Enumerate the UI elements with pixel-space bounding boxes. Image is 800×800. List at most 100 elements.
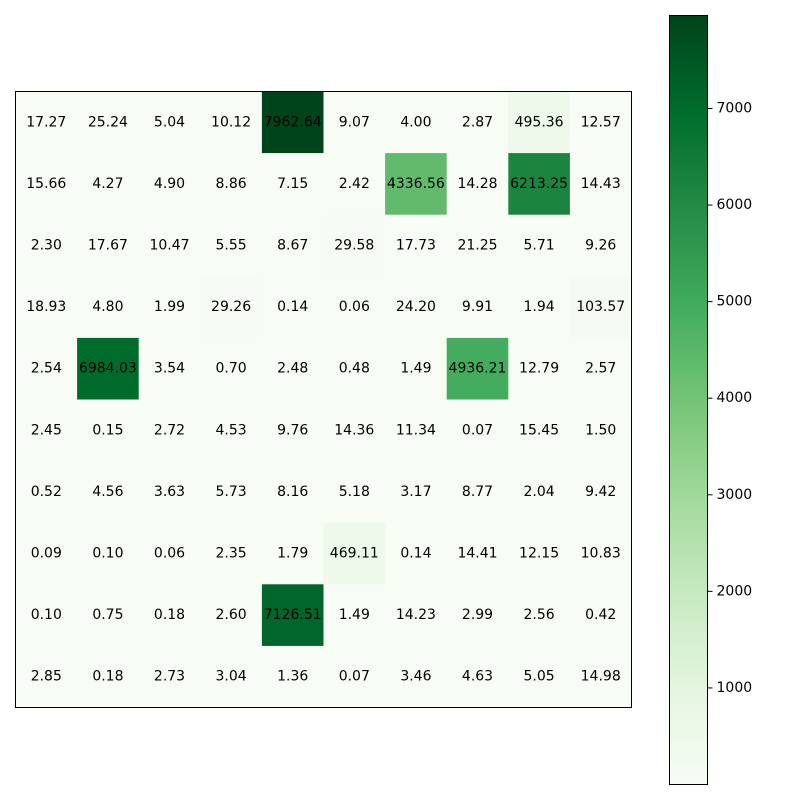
heatmap-cell bbox=[261, 91, 324, 154]
heatmap-cell bbox=[508, 584, 571, 647]
heatmap-cell bbox=[200, 399, 263, 462]
heatmap-cell bbox=[323, 214, 386, 277]
cell-value-label: 2.99 bbox=[462, 607, 493, 623]
heatmap-cell bbox=[508, 337, 571, 400]
cell-value-label: 495.36 bbox=[515, 114, 564, 130]
cell-value-label: 2.72 bbox=[154, 422, 185, 438]
heatmap-cell bbox=[77, 522, 139, 585]
heatmap-cell bbox=[261, 461, 324, 523]
cell-value-label: 0.06 bbox=[339, 299, 370, 315]
heatmap-cell bbox=[508, 214, 571, 277]
cell-value-label: 17.73 bbox=[396, 238, 436, 254]
cell-value-label: 7962.64 bbox=[264, 114, 322, 130]
cell-value-label: 1.94 bbox=[524, 299, 555, 315]
heatmap-cell bbox=[323, 584, 386, 647]
heatmap-cell bbox=[261, 337, 324, 400]
heatmap-cell bbox=[200, 461, 263, 523]
heatmap-cell bbox=[569, 337, 632, 400]
cell-value-label: 11.34 bbox=[396, 422, 436, 438]
cell-value-label: 1.36 bbox=[277, 669, 308, 685]
cell-value-label: 9.26 bbox=[585, 238, 616, 254]
heatmap-cell bbox=[200, 214, 263, 277]
cell-value-label: 2.35 bbox=[216, 546, 247, 562]
cell-value-label: 17.27 bbox=[26, 114, 66, 130]
heatmap-cell bbox=[323, 337, 386, 400]
cell-value-label: 24.20 bbox=[396, 299, 436, 315]
cell-value-label: 5.05 bbox=[524, 669, 555, 685]
heatmap-cell bbox=[323, 522, 386, 585]
heatmap-cell bbox=[446, 522, 509, 585]
cell-value-label: 12.79 bbox=[519, 361, 559, 377]
cell-value-label: 21.25 bbox=[457, 238, 497, 254]
heatmap-cell bbox=[385, 276, 447, 339]
cell-value-label: 14.41 bbox=[457, 546, 497, 562]
cell-value-label: 0.09 bbox=[31, 546, 62, 562]
cell-value-label: 3.46 bbox=[400, 669, 431, 685]
heatmap-cell bbox=[15, 153, 78, 215]
heatmap-cell bbox=[261, 645, 324, 708]
heatmap-cell bbox=[261, 214, 324, 277]
cell-value-label: 14.36 bbox=[334, 422, 374, 438]
cell-value-label: 8.77 bbox=[462, 484, 493, 500]
cell-value-label: 2.42 bbox=[339, 176, 370, 192]
cell-value-label: 0.15 bbox=[92, 422, 123, 438]
heatmap-cell bbox=[138, 214, 201, 277]
cell-value-label: 1.99 bbox=[154, 299, 185, 315]
heatmap-cell bbox=[77, 276, 139, 339]
heatmap-cell bbox=[508, 461, 571, 523]
cell-value-label: 12.15 bbox=[519, 546, 559, 562]
heatmap-cell bbox=[138, 399, 201, 462]
heatmap-cell bbox=[385, 214, 447, 277]
heatmap-cell bbox=[15, 214, 78, 277]
cell-value-label: 2.48 bbox=[277, 361, 308, 377]
heatmap-cell bbox=[77, 337, 139, 400]
heatmap-cell bbox=[77, 153, 139, 215]
heatmap-cell bbox=[569, 461, 632, 523]
heatmap-cell bbox=[323, 645, 386, 708]
heatmap-cell bbox=[385, 461, 447, 523]
colorbar-tick-label: 4000 bbox=[717, 390, 753, 406]
heatmap-cell bbox=[15, 337, 78, 400]
cell-value-label: 14.98 bbox=[581, 669, 621, 685]
cell-value-label: 0.75 bbox=[92, 607, 123, 623]
cell-value-label: 0.07 bbox=[339, 669, 370, 685]
heatmap-cell bbox=[15, 584, 78, 647]
cell-value-label: 2.60 bbox=[216, 607, 247, 623]
heatmap-cell bbox=[138, 584, 201, 647]
cell-value-label: 4.90 bbox=[154, 176, 185, 192]
cell-value-label: 2.56 bbox=[524, 607, 555, 623]
cell-value-label: 5.04 bbox=[154, 114, 185, 130]
heatmap-cell bbox=[200, 522, 263, 585]
heatmap-cell bbox=[200, 91, 263, 154]
cell-value-label: 5.71 bbox=[524, 238, 555, 254]
heatmap-cell bbox=[77, 91, 139, 154]
cell-value-label: 8.67 bbox=[277, 238, 308, 254]
cell-value-label: 4.63 bbox=[462, 669, 493, 685]
cell-value-label: 4.56 bbox=[92, 484, 123, 500]
cell-value-label: 5.55 bbox=[216, 238, 247, 254]
heatmap-cell bbox=[508, 276, 571, 339]
heatmap-cell bbox=[138, 461, 201, 523]
cell-value-label: 7.15 bbox=[277, 176, 308, 192]
heatmap-cell bbox=[446, 276, 509, 339]
cell-value-label: 4.27 bbox=[92, 176, 123, 192]
cell-value-label: 0.10 bbox=[92, 546, 123, 562]
heatmap-cell bbox=[323, 399, 386, 462]
heatmap-cell bbox=[200, 276, 263, 339]
heatmap-cell bbox=[569, 645, 632, 708]
heatmap-cell bbox=[77, 584, 139, 647]
heatmap-cell bbox=[77, 645, 139, 708]
cell-value-label: 4.53 bbox=[216, 422, 247, 438]
cell-value-label: 4.00 bbox=[400, 114, 431, 130]
cell-value-label: 4.80 bbox=[92, 299, 123, 315]
cell-value-label: 6213.25 bbox=[510, 176, 568, 192]
heatmap-cell bbox=[15, 522, 78, 585]
heatmap-cell bbox=[446, 584, 509, 647]
heatmap-cell bbox=[569, 276, 632, 339]
heatmap-cell bbox=[569, 584, 632, 647]
heatmap-cell bbox=[446, 337, 509, 400]
heatmap-cell bbox=[385, 645, 447, 708]
heatmap-cell bbox=[446, 399, 509, 462]
heatmap-cell bbox=[138, 91, 201, 154]
